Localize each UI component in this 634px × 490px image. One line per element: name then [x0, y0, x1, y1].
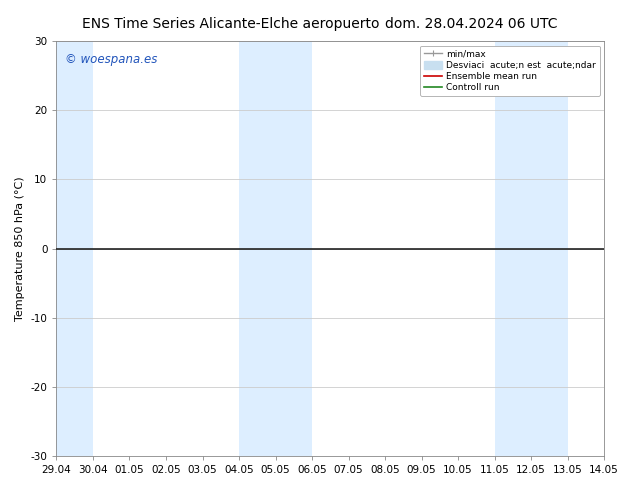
Legend: min/max, Desviaci  acute;n est  acute;ndar, Ensemble mean run, Controll run: min/max, Desviaci acute;n est acute;ndar…: [420, 46, 600, 96]
Bar: [56, 41, 93, 456]
Text: dom. 28.04.2024 06 UTC: dom. 28.04.2024 06 UTC: [385, 17, 558, 31]
Bar: [495, 41, 567, 456]
Text: © woespana.es: © woespana.es: [65, 53, 157, 67]
Text: ENS Time Series Alicante-Elche aeropuerto: ENS Time Series Alicante-Elche aeropuert…: [82, 17, 380, 31]
Y-axis label: Temperature 850 hPa (°C): Temperature 850 hPa (°C): [15, 176, 25, 321]
Bar: [239, 41, 312, 456]
